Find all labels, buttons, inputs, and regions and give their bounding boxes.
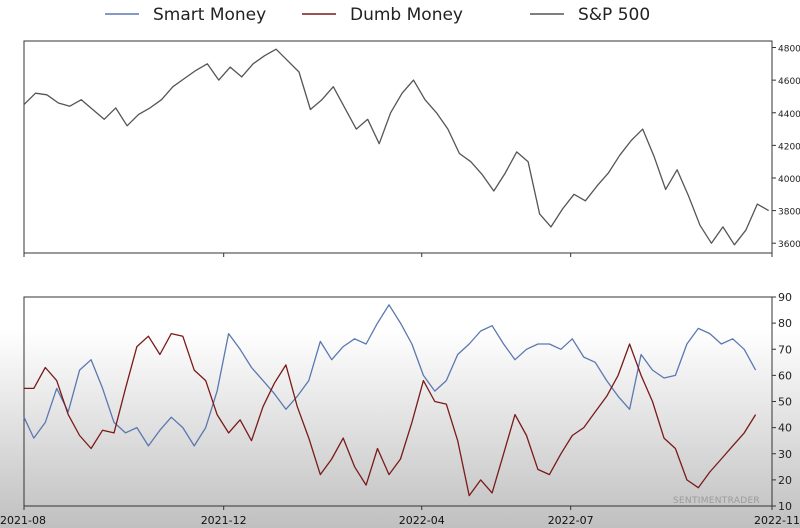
x-tick-label: 2021-12: [201, 514, 247, 527]
x-tick-label: 2022-04: [399, 514, 445, 527]
sentiment-panel-frame: [23, 296, 773, 507]
sp500-y-tick-label: 4200: [778, 142, 800, 152]
legend-label-smart-money: Smart Money: [153, 5, 266, 25]
sp500-y-axis: 3600 3800 4000 4200 4400 4600 4800: [772, 45, 800, 250]
sentiment-y-tick-label: 70: [778, 343, 792, 356]
sentiment-y-tick-label: 90: [778, 291, 792, 304]
sentiment-series-group: [23, 304, 757, 497]
sp500-panel-frame: [23, 40, 773, 254]
series-line-smart-money: [23, 304, 757, 447]
legend-label-s-p-500: S&P 500: [578, 5, 650, 25]
sentiment-y-tick-label: 60: [778, 369, 792, 382]
sentiment-y-tick-label: 50: [778, 396, 792, 409]
sentiment-y-tick-label: 30: [778, 448, 792, 461]
x-tick-label: 2021-08: [0, 514, 46, 527]
sp500-x-ticks: [23, 253, 773, 257]
sentiment-y-tick-label: 40: [778, 422, 792, 435]
sp500-y-tick-label: 3600: [778, 240, 800, 250]
sentiment-y-axis: 10 20 30 40 50 60 70 80 90: [772, 291, 792, 513]
sentiment-panel: 10 20 30 40 50 60 70 80 90 2021-08 2021-12 2022-04…: [0, 291, 800, 527]
sp500-y-tick-label: 3800: [778, 208, 800, 218]
sentiment-y-tick-label: 80: [778, 317, 792, 330]
sp500-series-group: [23, 48, 770, 246]
series-line-s-p-500: [23, 48, 770, 246]
x-tick-label: 2022-11: [754, 514, 800, 527]
sp500-y-tick-label: 4800: [778, 45, 800, 55]
sp500-y-tick-label: 4400: [778, 110, 800, 120]
sp500-y-tick-label: 4000: [778, 175, 800, 185]
legend: Smart Money Dumb Money S&P 500: [105, 5, 650, 25]
watermark: SENTIMENTRADER: [673, 496, 760, 506]
series-line-dumb-money: [24, 332, 757, 497]
x-tick-label: 2022-07: [548, 514, 594, 527]
sentiment-x-axis: 2021-08 2021-12 2022-04 2022-07 2022-11: [0, 506, 800, 527]
sentiment-y-tick-label: 10: [778, 500, 792, 513]
sp500-y-tick-label: 4600: [778, 77, 800, 87]
sentiment-y-tick-label: 20: [778, 474, 792, 487]
legend-label-dumb-money: Dumb Money: [350, 5, 463, 25]
sp500-panel: 3600 3800 4000 4200 4400 4600 4800: [23, 40, 800, 257]
